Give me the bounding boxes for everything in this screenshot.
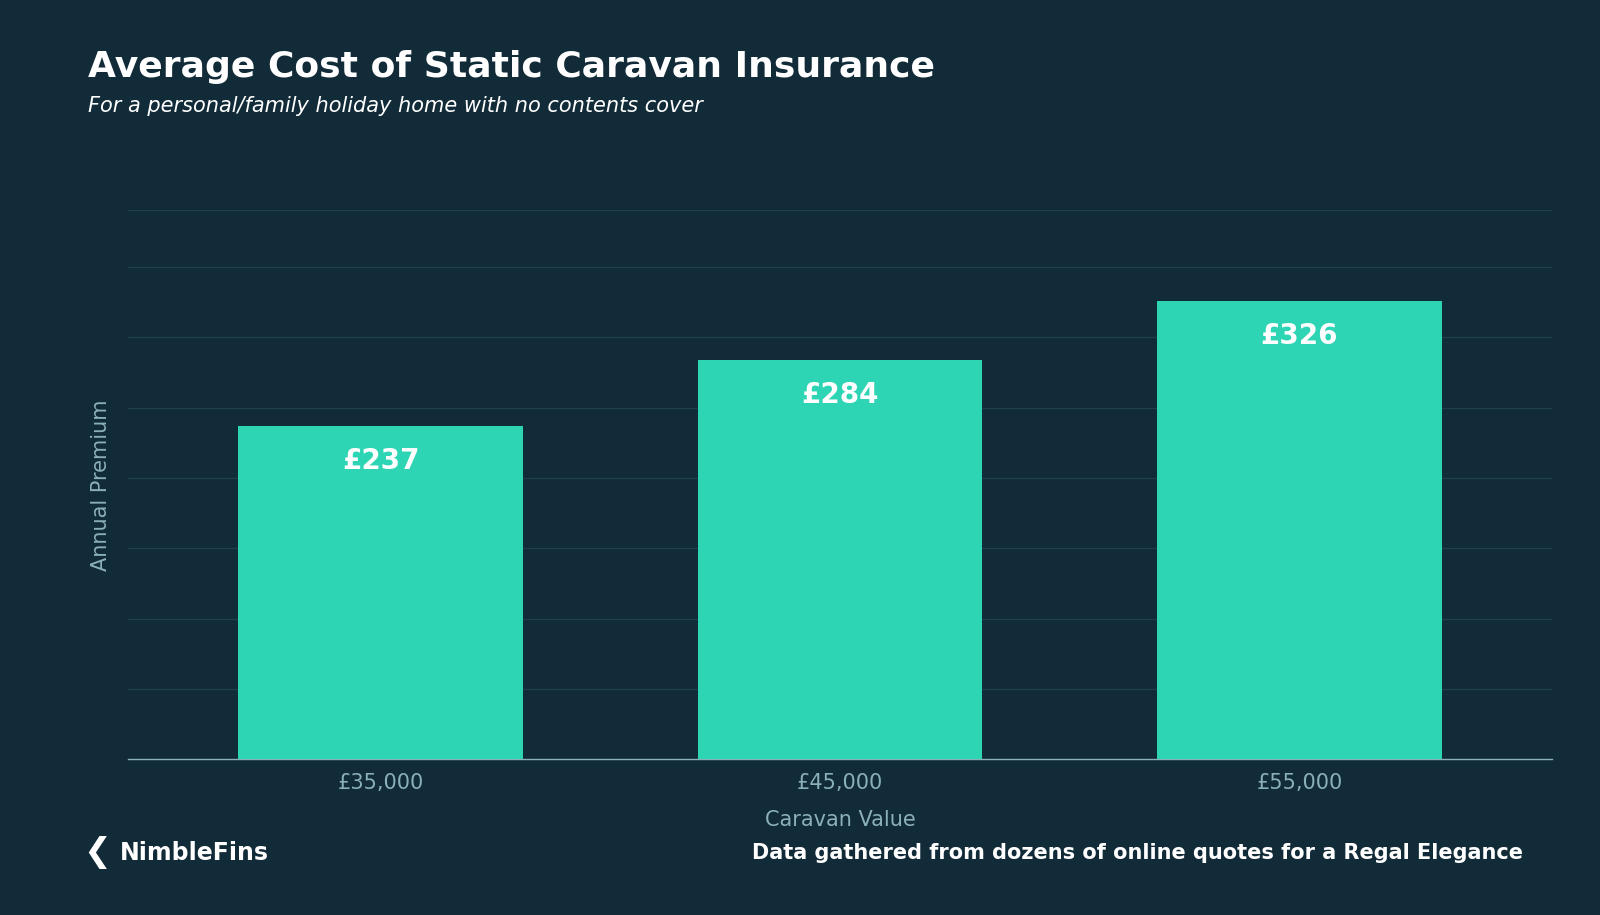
Text: £237: £237: [342, 447, 419, 475]
Bar: [1157, 300, 1442, 759]
Text: Data gathered from dozens of online quotes for a Regal Elegance: Data gathered from dozens of online quot…: [752, 843, 1523, 863]
Bar: [698, 360, 982, 759]
Text: £284: £284: [802, 381, 878, 409]
Text: £326: £326: [1261, 322, 1338, 350]
Y-axis label: Annual Premium: Annual Premium: [91, 399, 112, 571]
Text: Average Cost of Static Caravan Insurance: Average Cost of Static Caravan Insurance: [88, 50, 934, 84]
Text: ❮: ❮: [83, 836, 112, 869]
Text: NimbleFins: NimbleFins: [120, 841, 269, 865]
Bar: [238, 425, 523, 759]
Text: For a personal/family holiday home with no contents cover: For a personal/family holiday home with …: [88, 96, 702, 116]
X-axis label: Caravan Value: Caravan Value: [765, 810, 915, 830]
